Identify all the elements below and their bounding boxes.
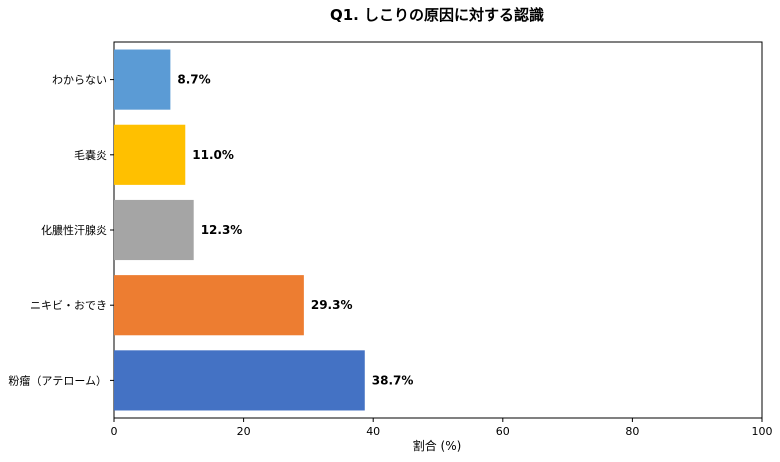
bar-2 [114,199,194,261]
bar-4 [114,49,171,110]
x-tick-label-5: 100 [752,425,773,438]
x-tick-label-2: 40 [366,425,380,438]
x-tick-label-1: 20 [237,425,251,438]
bar-1 [114,275,304,336]
category-label-4: わからない [52,74,107,87]
chart-title: Q1. しこりの原因に対する認識 [330,6,544,24]
data-label-2: 12.3% [201,223,243,237]
y-axis-categories: 粉瘤（アテローム） ニキビ・おでき 化膿性汗腺炎 毛嚢炎 わからない [8,74,114,387]
category-label-1: ニキビ・おでき [30,299,107,312]
data-label-0: 38.7% [372,373,414,387]
x-tick-label-3: 60 [496,425,510,438]
x-tick-label-0: 0 [111,425,118,438]
category-label-2: 化膿性汗腺炎 [41,223,107,237]
bar-3 [114,124,186,185]
bars-group: 38.7% 29.3% 12.3% 11.0% 8.7% [114,49,414,411]
bar-0 [114,350,365,411]
x-axis-label: 割合 (%) [413,438,462,453]
data-label-3: 11.0% [192,148,234,162]
x-tick-label-4: 80 [625,425,639,438]
data-label-4: 8.7% [177,73,210,87]
category-label-3: 毛嚢炎 [74,148,107,162]
x-axis-ticks: 0 20 40 60 80 100 [111,418,773,438]
category-label-0: 粉瘤（アテローム） [8,373,107,387]
data-label-1: 29.3% [311,298,353,312]
